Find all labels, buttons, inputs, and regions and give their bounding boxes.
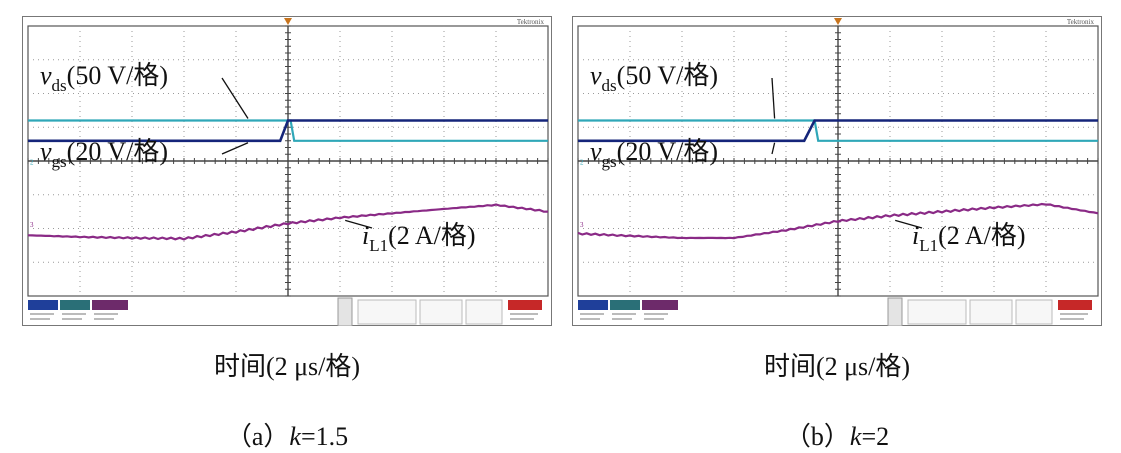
horizontal-readout	[907, 299, 967, 325]
readout-line	[612, 313, 636, 315]
vds-leader	[771, 77, 776, 119]
vgs-leader	[221, 142, 249, 155]
trigger-marker-icon	[284, 18, 292, 25]
scope-frame	[572, 16, 1102, 326]
scope-panel-b: Tektronix 2 3 vds(50 V/格) vgs(20 V/格) iL1(2 A…	[572, 16, 1102, 326]
readout-line	[612, 318, 632, 320]
readout-line	[644, 313, 668, 315]
vds-leader	[221, 77, 249, 119]
trace-vgs	[28, 119, 548, 143]
scope-panel-a: Tektronix 2 3 vds(50 V/格) vgs(20 V/格) iL1(2 A…	[22, 16, 552, 326]
ch2-badge	[60, 300, 90, 310]
readout-line	[1060, 318, 1084, 320]
ch3-marker: 3	[30, 221, 34, 229]
scope-frame	[22, 16, 552, 326]
k-value-b: =2	[861, 422, 890, 451]
k-symbol-a: k	[289, 422, 301, 451]
il1-label: iL1(2 A/格)	[362, 221, 476, 255]
readout-line	[580, 313, 604, 315]
brand-label: Tektronix	[517, 18, 545, 26]
vgs-label: vgs(20 V/格)	[590, 137, 718, 171]
trace-iL1	[577, 202, 1099, 240]
ch2-badge	[610, 300, 640, 310]
readout-line	[644, 318, 664, 320]
readout-line	[62, 318, 82, 320]
trace-iL1	[27, 203, 549, 241]
horizontal-readout	[357, 299, 417, 325]
vgs-leader	[771, 142, 776, 155]
acq-readout	[465, 299, 503, 325]
trigger-readout	[969, 299, 1013, 325]
scope-screen-a: Tektronix 2 3 vds(50 V/格) vgs(20 V/格) iL1(2 A…	[22, 16, 552, 326]
readout-line	[510, 318, 534, 320]
button-block	[337, 297, 353, 326]
readout-line	[62, 313, 86, 315]
trigger-marker-icon	[834, 18, 842, 25]
readout-line	[94, 318, 114, 320]
caption-prefix-b: （b）	[784, 422, 850, 451]
caption-prefix-a: （a）	[225, 422, 290, 451]
vds-label: vds(50 V/格)	[40, 61, 168, 95]
readout-line	[30, 313, 54, 315]
readout-line	[30, 318, 50, 320]
scope-screen-b: Tektronix 2 3 vds(50 V/格) vgs(20 V/格) iL1(2 A…	[572, 16, 1102, 326]
readout-line	[94, 313, 118, 315]
readout-line	[1060, 313, 1088, 315]
ch1-badge	[28, 300, 58, 310]
trace-vgs	[578, 119, 1098, 143]
vds-label: vds(50 V/格)	[590, 61, 718, 95]
trigger-readout	[419, 299, 463, 325]
readout-line	[510, 313, 538, 315]
stop-badge	[508, 300, 542, 310]
vgs-label: vgs(20 V/格)	[40, 137, 168, 171]
time-axis-label-a: 时间(2 μs/格)	[213, 352, 361, 381]
brand-label: Tektronix	[1067, 18, 1095, 26]
ch2-marker: 2	[30, 158, 34, 166]
time-axis-label-b: 时间(2 μs/格)	[763, 352, 911, 381]
subfigure-caption-a: （a）k=1.5	[22, 416, 552, 453]
trace-vds	[578, 119, 1098, 142]
ch3-badge	[92, 300, 128, 310]
readout-line	[580, 318, 600, 320]
ch3-marker: 3	[580, 221, 584, 229]
ch3-badge	[642, 300, 678, 310]
acq-readout	[1015, 299, 1053, 325]
stop-badge	[1058, 300, 1092, 310]
subfigure-caption-b: （b）k=2	[572, 416, 1102, 453]
k-value-a: =1.5	[300, 422, 349, 451]
il1-leader	[345, 219, 373, 229]
il1-label: iL1(2 A/格)	[912, 221, 1026, 255]
k-symbol-b: k	[849, 422, 862, 451]
il1-leader	[895, 219, 923, 229]
trace-vds	[28, 119, 548, 142]
button-block	[887, 297, 903, 326]
ch2-marker: 2	[580, 158, 584, 166]
ch1-badge	[578, 300, 608, 310]
